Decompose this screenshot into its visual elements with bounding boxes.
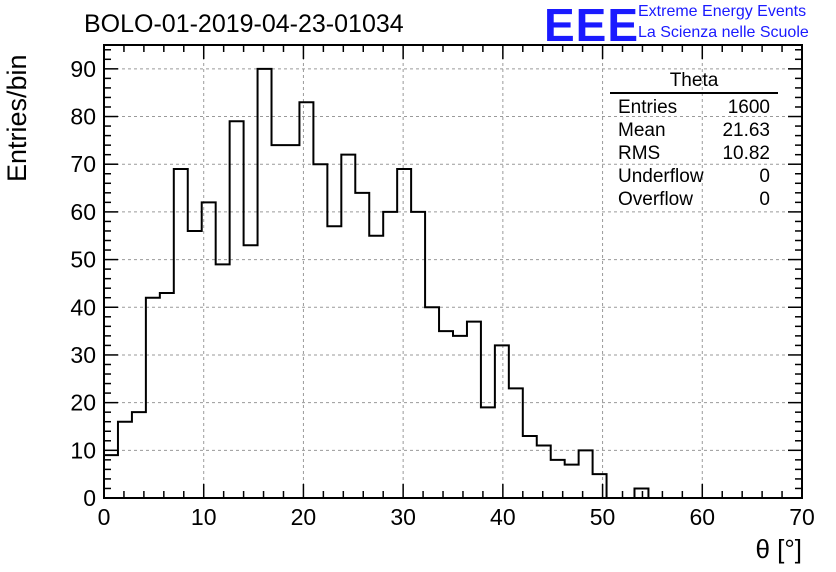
plot-frame [103,44,803,499]
y-axis-label: Entries/bin [2,54,32,182]
stats-value: 0 [759,166,770,187]
stats-row: Mean 21.63 [610,119,778,142]
y-tick-label: 60 [70,199,96,225]
tick-labels: 0 10 20 30 40 50 60 70 0 10 20 30 40 50 60 70 80 90 [70,56,814,530]
stats-value: 0 [759,189,770,210]
x-tick-label: 10 [191,504,217,530]
x-tick-label: 50 [590,504,616,530]
stats-label: RMS [618,143,661,164]
stats-label: Overflow [618,189,693,210]
y-tick-label: 80 [70,104,96,130]
stats-row: Underflow 0 [610,165,778,188]
stats-row: Entries 1600 [610,96,778,119]
y-tick-label: 50 [70,247,96,273]
stats-label: Mean [618,120,666,141]
x-tick-label: 40 [490,504,516,530]
axes-frame [103,44,803,499]
stats-label: Underflow [618,166,704,187]
x-tick-label: 20 [291,504,317,530]
stats-value: 1600 [727,97,770,118]
x-tick-label: 60 [689,504,715,530]
stats-row: Overflow 0 [610,188,778,211]
x-tick-label: 70 [789,504,815,530]
x-axis-label: θ [°] [755,534,802,564]
eee-logo: EEE [544,0,640,51]
x-tick-label: 0 [98,504,111,530]
y-tick-label: 40 [70,294,96,320]
y-tick-label: 70 [70,151,96,177]
x-tick-label: 30 [390,504,416,530]
stats-value: 21.63 [722,120,770,141]
stats-value: 10.82 [722,143,770,164]
grid-lines [104,45,802,498]
y-tick-label: 90 [70,56,96,82]
stats-title: Theta [610,70,778,94]
y-tick-label: 30 [70,342,96,368]
stats-row: RMS 10.82 [610,142,778,165]
y-tick-label: 20 [70,390,96,416]
y-tick-label: 10 [70,437,96,463]
stats-box: Theta Entries 1600 Mean 21.63 RMS 10.82 Und… [610,70,778,211]
y-tick-label: 0 [83,485,96,511]
stats-label: Entries [618,97,678,118]
logo-line-1: Extreme Energy Events [638,3,807,20]
chart-title: BOLO-01-2019-04-23-01034 [84,10,404,38]
logo-line-2: La Scienza nelle Scuole [638,24,809,41]
